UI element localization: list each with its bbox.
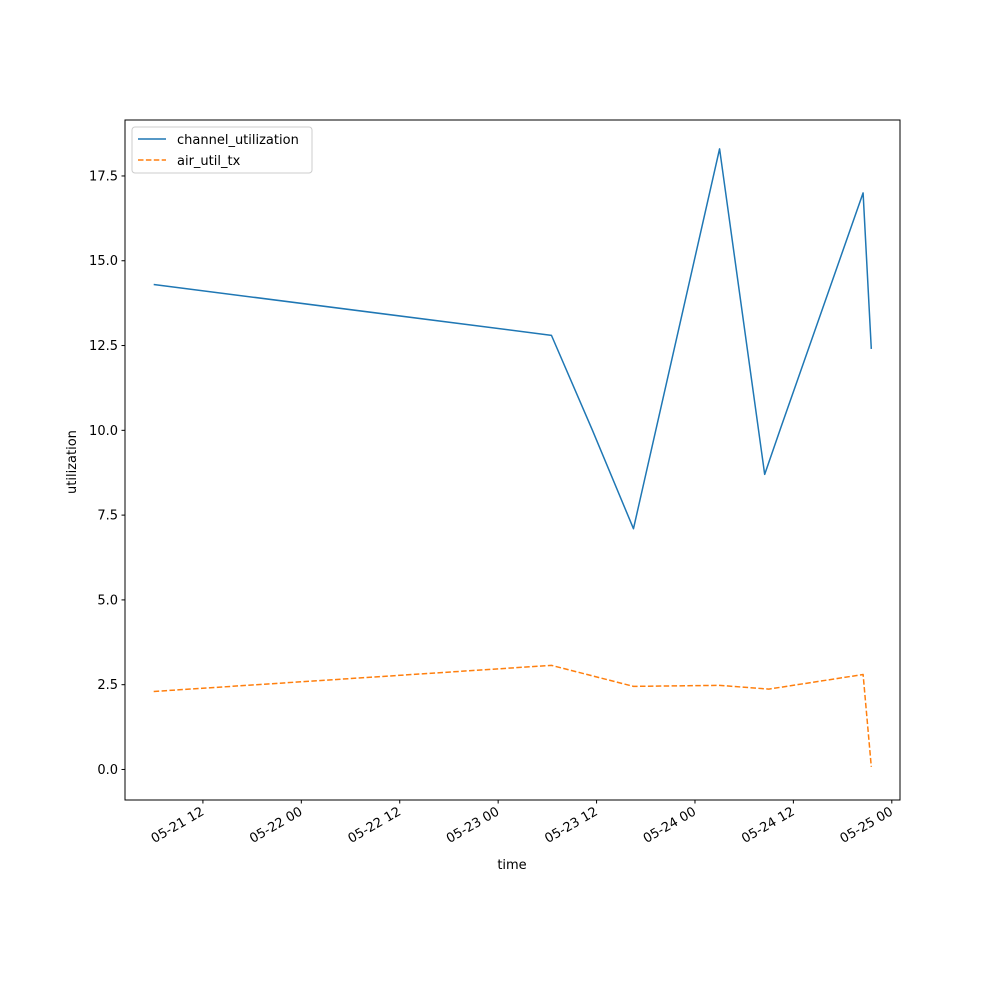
y-tick-label-5-0: 5.0 bbox=[97, 593, 118, 608]
y-tick-label-15-0: 15.0 bbox=[89, 254, 118, 269]
legend-label-air-util-tx: air_util_tx bbox=[177, 154, 241, 169]
y-tick-label-12-5: 12.5 bbox=[89, 339, 118, 354]
y-tick-label-2-5: 2.5 bbox=[97, 678, 118, 693]
plot-area bbox=[125, 120, 900, 800]
y-tick-label-17-5: 17.5 bbox=[89, 169, 118, 184]
y-tick-label-10-0: 10.0 bbox=[89, 424, 118, 439]
series-layer bbox=[153, 148, 873, 767]
y-axis: 0.0 2.5 5.0 7.5 10.0 12.5 15.0 17.5 bbox=[89, 169, 125, 778]
legend-frame bbox=[131, 126, 313, 174]
series-line-air-util-tx bbox=[153, 664, 873, 767]
y-tick-label-7-5: 7.5 bbox=[97, 509, 118, 524]
x-axis-title: time bbox=[497, 858, 526, 873]
series-line-channel-utilization bbox=[153, 148, 873, 530]
plot-frame bbox=[124, 119, 901, 801]
y-axis-title: utilization bbox=[65, 430, 80, 494]
legend-label-channel-utilization: channel_utilization bbox=[177, 133, 299, 148]
y-tick-label-0-0: 0.0 bbox=[97, 763, 118, 778]
legend: channel_utilization air_util_tx bbox=[131, 126, 313, 174]
